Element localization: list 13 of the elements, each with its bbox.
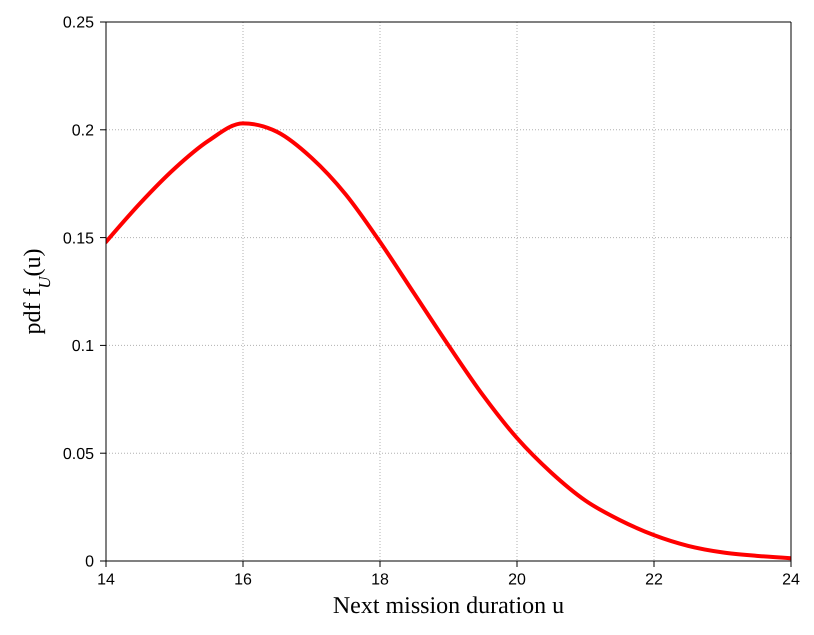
y-tick-label: 0.05 <box>62 446 94 463</box>
x-tick-label: 24 <box>782 571 800 588</box>
y-tick-label: 0.2 <box>72 122 94 140</box>
x-tick-label: 18 <box>371 571 389 588</box>
x-tick-label: 16 <box>234 571 252 588</box>
x-tick-label: 14 <box>97 571 115 588</box>
y-tick-label: 0 <box>85 554 94 571</box>
x-tick-label: 22 <box>645 571 663 588</box>
y-tick-label: 0.1 <box>72 338 94 356</box>
x-axis-title: Next mission duration u <box>332 593 564 619</box>
y-tick-label: 0.25 <box>62 14 94 32</box>
x-tick-label: 20 <box>508 571 526 588</box>
y-tick-label: 0.15 <box>62 230 94 248</box>
